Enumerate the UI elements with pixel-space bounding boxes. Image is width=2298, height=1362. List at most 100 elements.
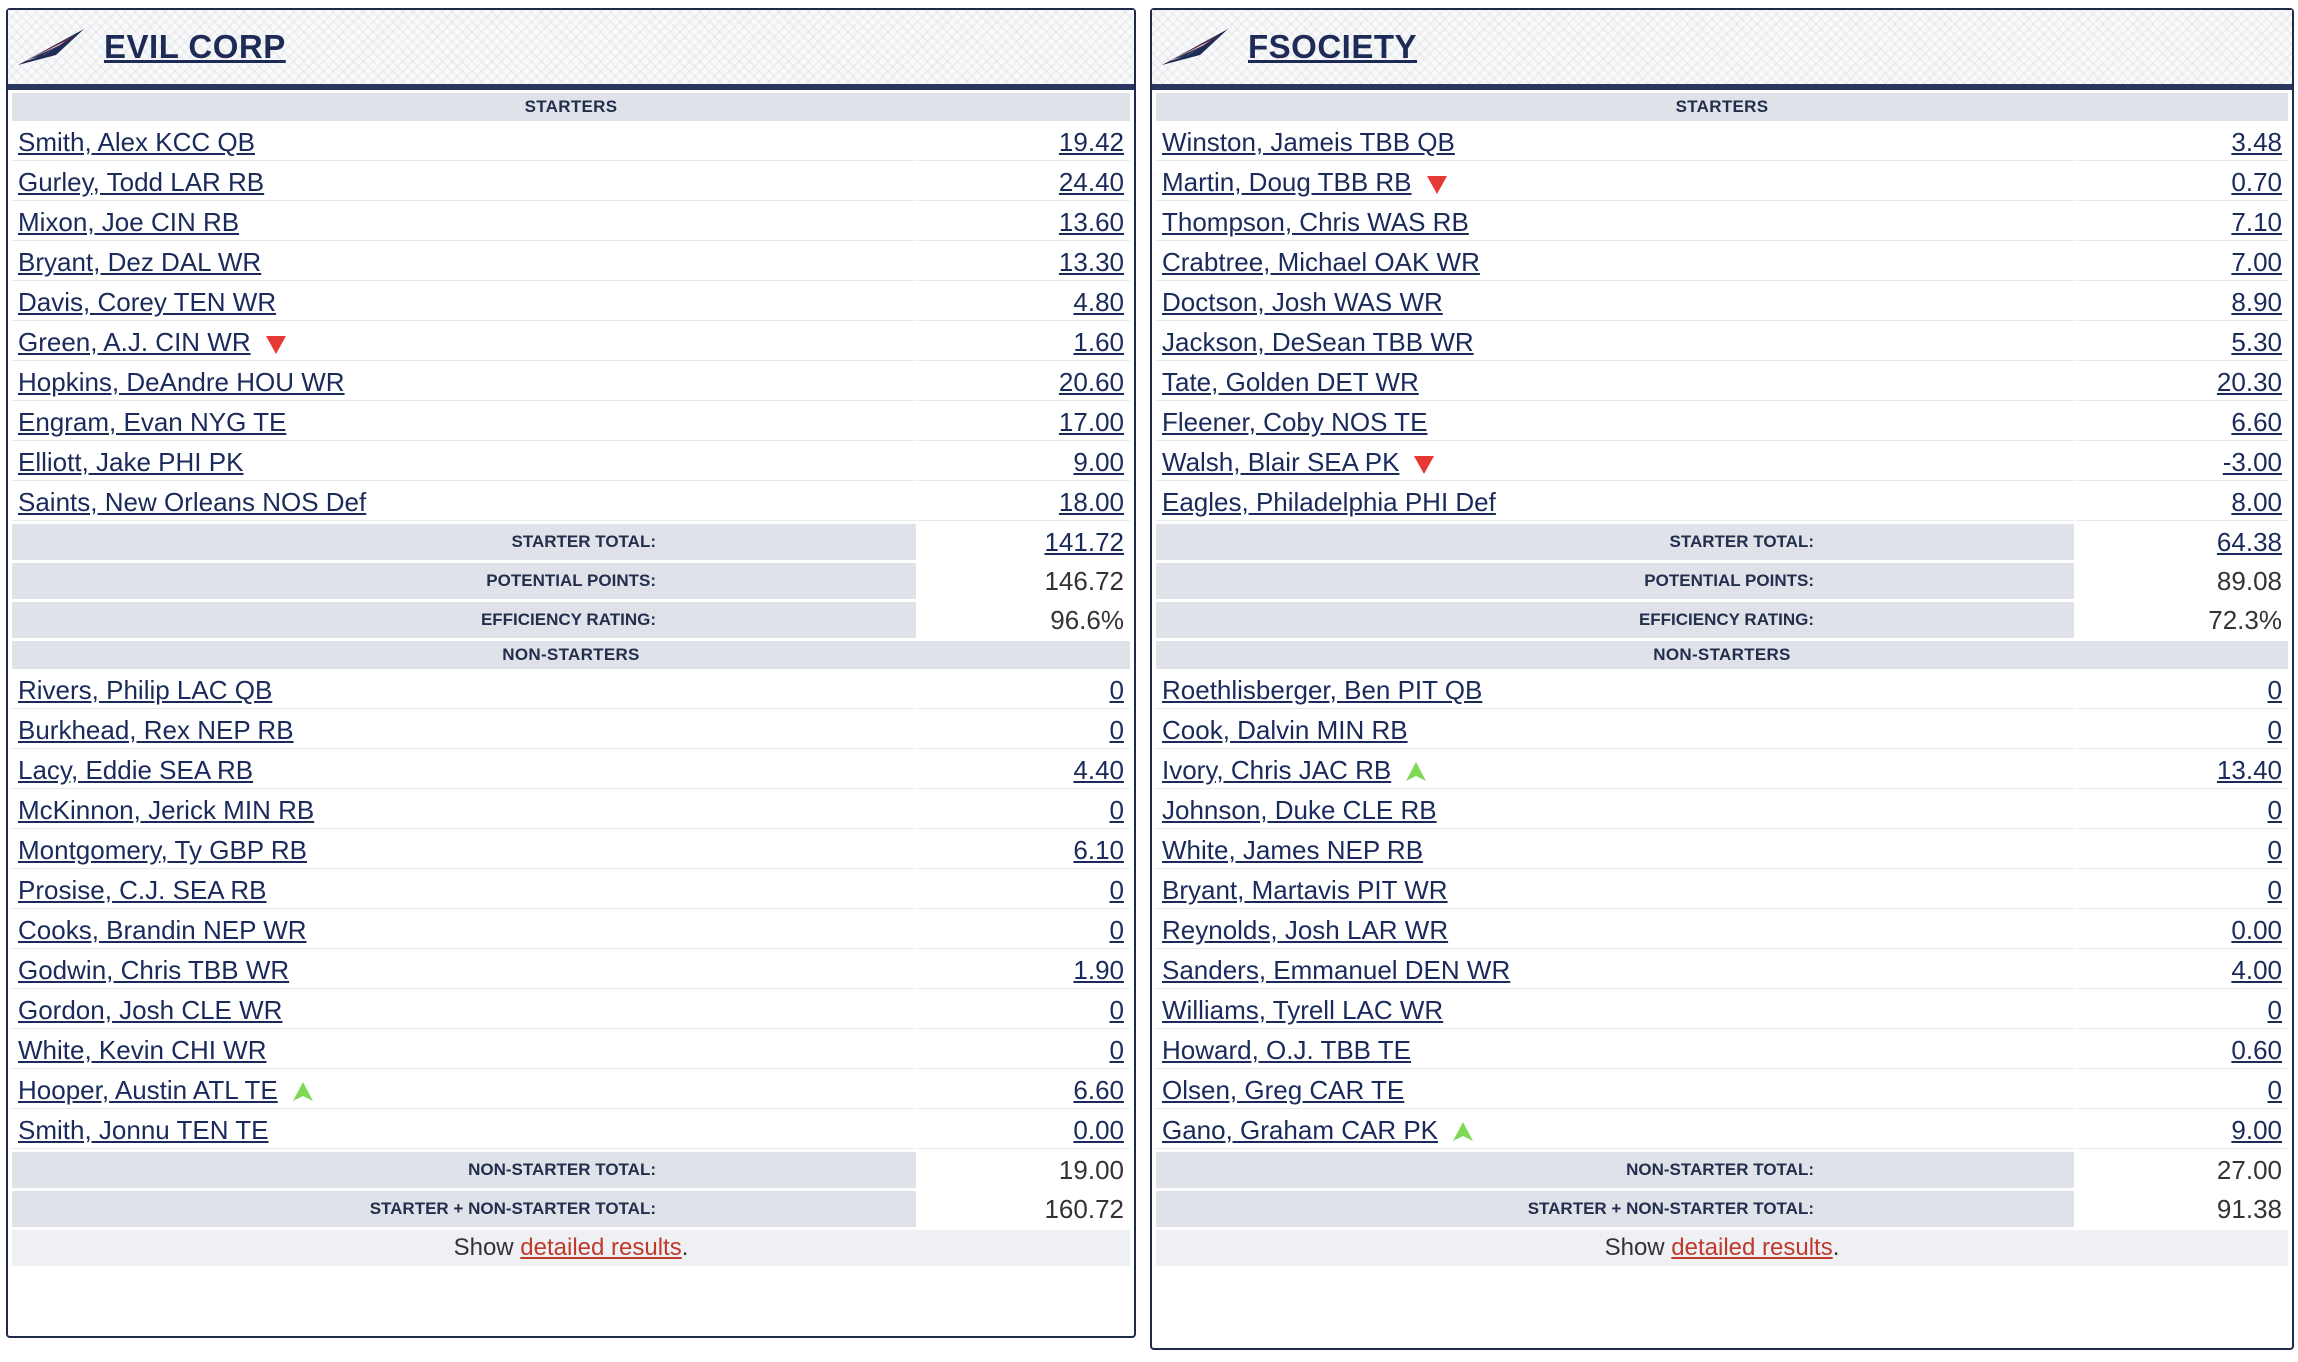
player-points-link[interactable]: 8.90 <box>2231 286 2282 317</box>
player-name-link[interactable]: Reynolds, Josh LAR WR <box>1162 914 1449 945</box>
player-name-link[interactable]: Bryant, Dez DAL WR <box>18 246 262 277</box>
player-points-link[interactable]: 4.00 <box>2231 954 2282 985</box>
player-name-link[interactable]: Cook, Dalvin MIN RB <box>1162 714 1408 745</box>
player-points-link[interactable]: 3.48 <box>2231 126 2282 157</box>
player-points-link[interactable]: 0 <box>1109 714 1124 745</box>
player-points-link[interactable]: 9.00 <box>2231 1114 2282 1145</box>
player-name-link[interactable]: Prosise, C.J. SEA RB <box>18 874 267 905</box>
player-name-link[interactable]: Smith, Jonnu TEN TE <box>18 1114 269 1145</box>
player-name-link[interactable]: Green, A.J. CIN WR <box>18 326 251 357</box>
player-name-link[interactable]: Roethlisberger, Ben PIT QB <box>1162 674 1483 705</box>
player-points-link[interactable]: 7.10 <box>2231 206 2282 237</box>
player-points-link[interactable]: 6.60 <box>1073 1074 1124 1105</box>
player-points-link[interactable]: 13.40 <box>2216 754 2282 785</box>
player-points-link[interactable]: 0 <box>1109 674 1124 705</box>
player-points-link[interactable]: 20.60 <box>1058 366 1124 397</box>
player-points-link[interactable]: 20.30 <box>2216 366 2282 397</box>
player-name-link[interactable]: Engram, Evan NYG TE <box>18 406 287 437</box>
player-points-link[interactable]: 1.90 <box>1073 954 1124 985</box>
player-points-link[interactable]: 0 <box>2267 994 2282 1025</box>
player-points-link[interactable]: 0 <box>1109 1034 1124 1065</box>
non-starter-summary-label: NON-STARTER TOTAL: <box>12 1152 916 1188</box>
player-points-link[interactable]: 0.60 <box>2231 1034 2282 1065</box>
player-name-link[interactable]: Gordon, Josh CLE WR <box>18 994 283 1025</box>
player-points-link[interactable]: 0.00 <box>1073 1114 1124 1145</box>
player-name-link[interactable]: Davis, Corey TEN WR <box>18 286 277 317</box>
player-name-link[interactable]: Mixon, Joe CIN RB <box>18 206 240 237</box>
player-name-link[interactable]: Rivers, Philip LAC QB <box>18 674 273 705</box>
player-points-link[interactable]: 1.60 <box>1073 326 1124 357</box>
player-points-link[interactable]: 0 <box>1109 874 1124 905</box>
player-name-link[interactable]: Sanders, Emmanuel DEN WR <box>1162 954 1511 985</box>
player-points-link[interactable]: 0 <box>1109 994 1124 1025</box>
player-name-link[interactable]: Gano, Graham CAR PK <box>1162 1114 1438 1145</box>
player-points-link[interactable]: 6.10 <box>1073 834 1124 865</box>
player-name-link[interactable]: McKinnon, Jerick MIN RB <box>18 794 315 825</box>
player-name-link[interactable]: Godwin, Chris TBB WR <box>18 954 290 985</box>
player-points-link[interactable]: 0 <box>2267 834 2282 865</box>
player-name-link[interactable]: Smith, Alex KCC QB <box>18 126 255 157</box>
player-points-link[interactable]: 18.00 <box>1058 486 1124 517</box>
starter-summary-value-link[interactable]: 64.38 <box>2216 526 2282 557</box>
detailed-results-link[interactable]: detailed results <box>1671 1234 1833 1261</box>
team-logo-icon <box>1162 29 1228 65</box>
player-points-link[interactable]: 9.00 <box>1073 446 1124 477</box>
player-points-link[interactable]: 5.30 <box>2231 326 2282 357</box>
player-name-link[interactable]: Fleener, Coby NOS TE <box>1162 406 1428 437</box>
player-name-link[interactable]: Hopkins, DeAndre HOU WR <box>18 366 345 397</box>
player-row: Fleener, Coby NOS TE 6.60 <box>1156 404 2288 441</box>
team-name-link[interactable]: EVIL CORP <box>104 28 286 65</box>
player-name-link[interactable]: Olsen, Greg CAR TE <box>1162 1074 1405 1105</box>
player-name-link[interactable]: Crabtree, Michael OAK WR <box>1162 246 1480 277</box>
player-points-link[interactable]: 4.40 <box>1073 754 1124 785</box>
player-points-link[interactable]: 0 <box>2267 674 2282 705</box>
player-points-link[interactable]: 19.42 <box>1058 126 1124 157</box>
player-name-link[interactable]: Gurley, Todd LAR RB <box>18 166 265 197</box>
player-name-link[interactable]: Doctson, Josh WAS WR <box>1162 286 1443 317</box>
player-name-link[interactable]: White, Kevin CHI WR <box>18 1034 267 1065</box>
player-name-link[interactable]: Williams, Tyrell LAC WR <box>1162 994 1444 1025</box>
player-points-link[interactable]: 0.00 <box>2231 914 2282 945</box>
player-name-link[interactable]: Winston, Jameis TBB QB <box>1162 126 1455 157</box>
player-name-link[interactable]: Eagles, Philadelphia PHI Def <box>1162 486 1496 517</box>
player-points-link[interactable]: 0 <box>2267 794 2282 825</box>
team-name-link[interactable]: FSOCIETY <box>1248 28 1418 65</box>
player-name-link[interactable]: Montgomery, Ty GBP RB <box>18 834 307 865</box>
player-name-link[interactable]: Bryant, Martavis PIT WR <box>1162 874 1448 905</box>
player-points-link[interactable]: 13.60 <box>1058 206 1124 237</box>
player-name-link[interactable]: Johnson, Duke CLE RB <box>1162 794 1437 825</box>
player-points-link[interactable]: 0 <box>1109 914 1124 945</box>
player-points-link[interactable]: 0 <box>1109 794 1124 825</box>
player-name-link[interactable]: Howard, O.J. TBB TE <box>1162 1034 1412 1065</box>
starter-summary-value-link[interactable]: 141.72 <box>1044 526 1124 557</box>
player-points-link[interactable]: 6.60 <box>2231 406 2282 437</box>
player-row: Cook, Dalvin MIN RB 0 <box>1156 712 2288 749</box>
player-name-link[interactable]: White, James NEP RB <box>1162 834 1424 865</box>
player-name-link[interactable]: Saints, New Orleans NOS Def <box>18 486 367 517</box>
player-name-link[interactable]: Ivory, Chris JAC RB <box>1162 754 1392 785</box>
player-points-link[interactable]: 0 <box>2267 714 2282 745</box>
player-name-link[interactable]: Walsh, Blair SEA PK <box>1162 446 1400 477</box>
player-name-link[interactable]: Martin, Doug TBB RB <box>1162 166 1412 197</box>
player-name-link[interactable]: Lacy, Eddie SEA RB <box>18 754 254 785</box>
player-row: Gano, Graham CAR PK 9.00 <box>1156 1112 2288 1149</box>
player-points-link[interactable]: 0 <box>2267 1074 2282 1105</box>
player-name-link[interactable]: Cooks, Brandin NEP WR <box>18 914 307 945</box>
player-name-link[interactable]: Elliott, Jake PHI PK <box>18 446 244 477</box>
player-points-link[interactable]: -3.00 <box>2222 446 2282 477</box>
player-name-link[interactable]: Hooper, Austin ATL TE <box>18 1074 278 1105</box>
player-name-link[interactable]: Jackson, DeSean TBB WR <box>1162 326 1474 357</box>
player-points-link[interactable]: 0.70 <box>2231 166 2282 197</box>
player-points-link[interactable]: 7.00 <box>2231 246 2282 277</box>
player-points-link[interactable]: 24.40 <box>1058 166 1124 197</box>
player-points-link[interactable]: 13.30 <box>1058 246 1124 277</box>
player-name-link[interactable]: Thompson, Chris WAS RB <box>1162 206 1469 237</box>
player-points-link[interactable]: 4.80 <box>1073 286 1124 317</box>
player-row: Smith, Alex KCC QB 19.42 <box>12 124 1130 161</box>
player-name-link[interactable]: Tate, Golden DET WR <box>1162 366 1419 397</box>
player-points-link[interactable]: 17.00 <box>1058 406 1124 437</box>
player-points-link[interactable]: 8.00 <box>2231 486 2282 517</box>
detailed-results-link[interactable]: detailed results <box>520 1234 682 1261</box>
player-points-link[interactable]: 0 <box>2267 874 2282 905</box>
player-name-link[interactable]: Burkhead, Rex NEP RB <box>18 714 294 745</box>
